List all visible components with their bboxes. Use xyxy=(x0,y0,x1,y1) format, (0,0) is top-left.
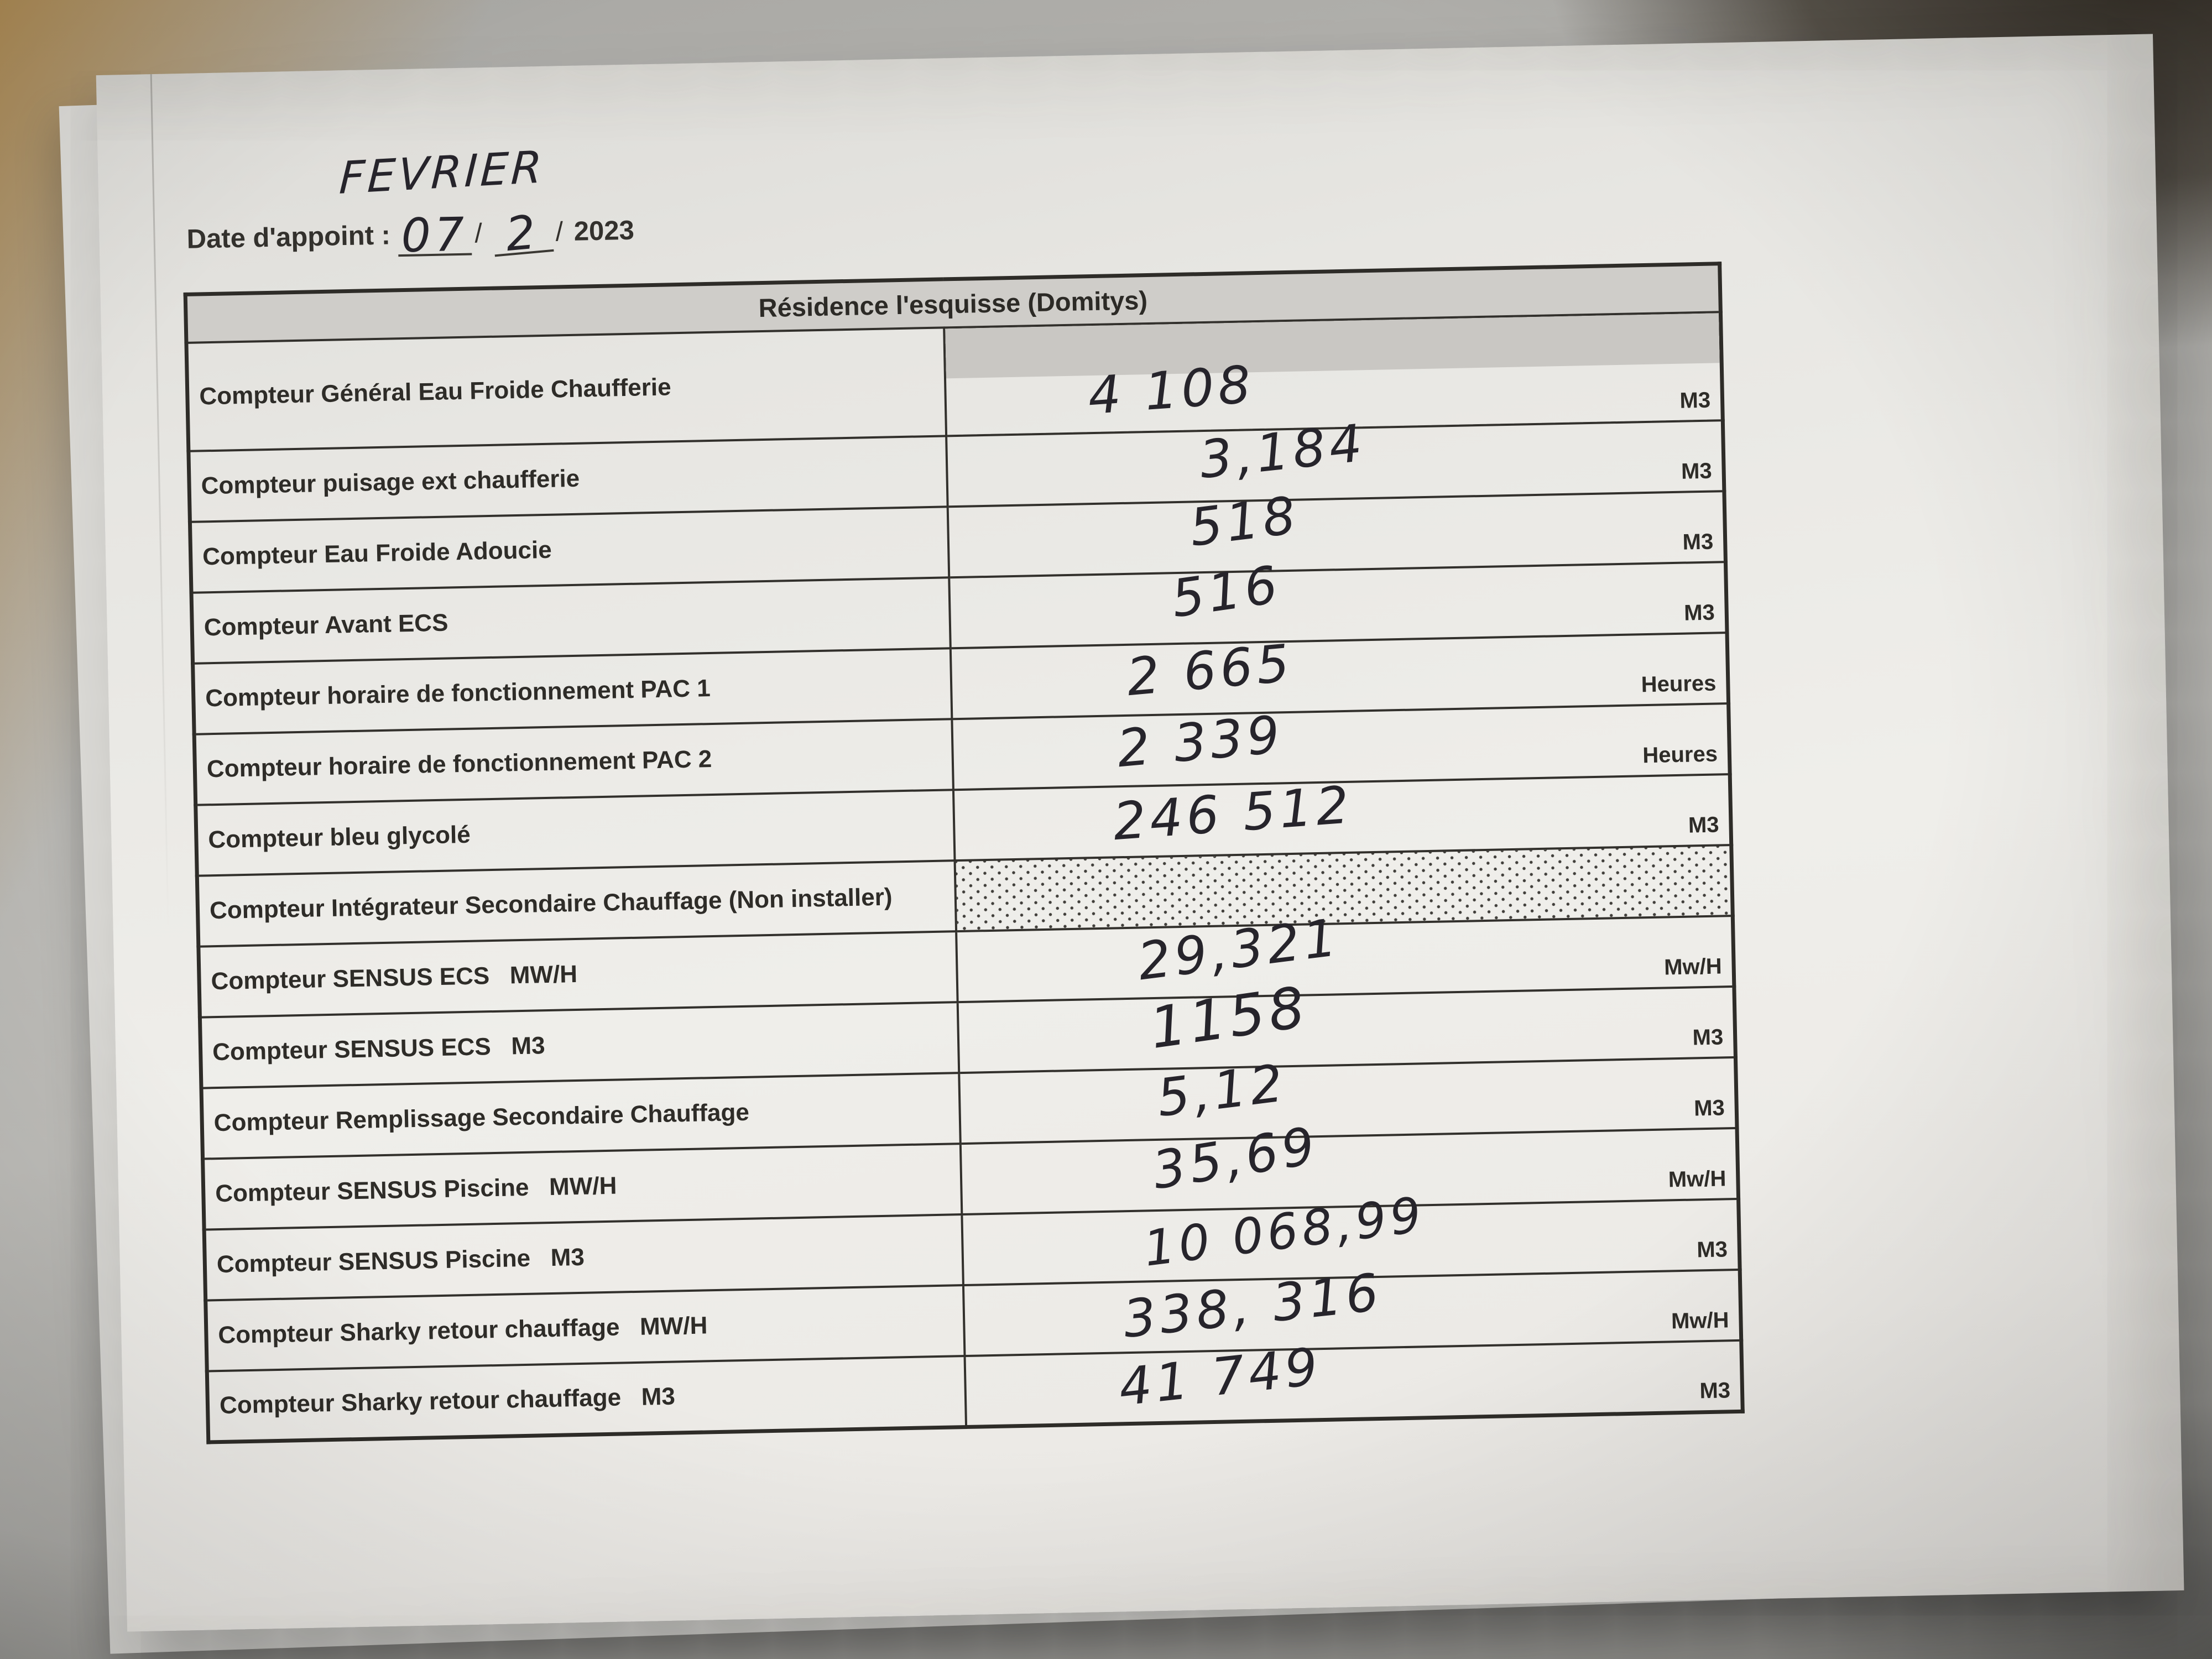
month-annotation: FEVRIER xyxy=(338,141,546,204)
meter-readings-table: Résidence l'esquisse (Domitys) Compteur … xyxy=(183,262,1745,1444)
paper-sheet: FEVRIER Date d'appoint : 07/ 2/ 2023 Rés… xyxy=(96,34,2184,1632)
date-slash-1: / xyxy=(474,218,483,249)
meter-label: Compteur Général Eau Froide Chaufferie xyxy=(186,327,946,451)
meter-unit: M3 xyxy=(1696,1237,1728,1262)
meter-unit: Mw/H xyxy=(1663,954,1723,980)
meter-unit: Heures xyxy=(1641,671,1717,697)
meter-unit: M3 xyxy=(1688,812,1719,838)
meter-unit: M3 xyxy=(1681,458,1713,484)
meter-value-handwritten: 2 665 xyxy=(1124,633,1296,707)
meter-unit: M3 xyxy=(1683,600,1715,625)
meter-value-handwritten: 2 339 xyxy=(1114,704,1286,779)
meter-value-handwritten: 4 108 xyxy=(1086,354,1256,426)
meter-unit: Mw/H xyxy=(1668,1166,1726,1192)
meter-unit: Mw/H xyxy=(1671,1308,1729,1334)
date-year: 2023 xyxy=(573,215,635,247)
date-slash-2: / xyxy=(555,217,564,247)
meter-unit: Heures xyxy=(1642,742,1718,768)
date-month-handwritten: 2 xyxy=(491,205,554,262)
meter-label: Compteur Sharky retour chauffage M3 xyxy=(207,1356,966,1442)
meter-unit: M3 xyxy=(1692,1025,1724,1050)
date-line: Date d'appoint : 07/ 2/ 2023 xyxy=(186,205,635,263)
meter-value-cell: 41 749 M3 xyxy=(964,1336,1743,1427)
meters-table-body: Compteur Général Eau Froide Chaufferie 4… xyxy=(186,312,1743,1442)
meter-unit: M3 xyxy=(1699,1378,1731,1403)
meter-value-handwritten: 246 512 xyxy=(1110,774,1355,852)
date-label: Date d'appoint : xyxy=(186,220,391,254)
meter-unit: M3 xyxy=(1682,529,1714,555)
meter-unit: M3 xyxy=(1693,1095,1725,1121)
meter-unit: M3 xyxy=(1679,388,1711,413)
date-day-handwritten: 07 xyxy=(397,207,472,263)
